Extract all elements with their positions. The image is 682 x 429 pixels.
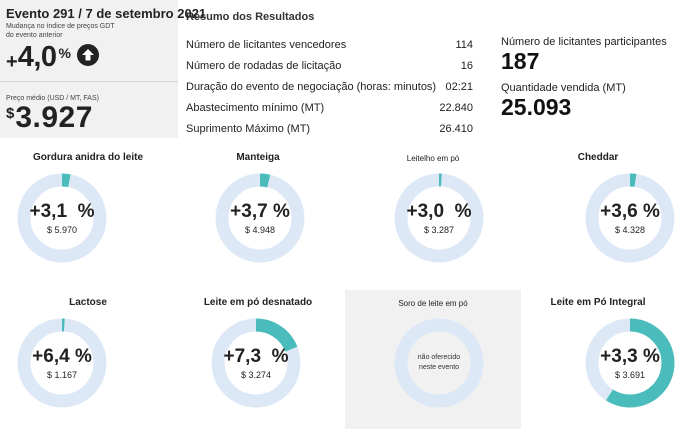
ring-fill: [211, 318, 301, 408]
price-change: +3,1 %: [29, 200, 95, 222]
ring-label: +7,3 % $ 3.274: [206, 313, 306, 413]
summary-row: Número de rodadas de licitação 16: [186, 58, 473, 74]
progress-ring: [585, 173, 675, 263]
product-name: Soro de leite em pó: [398, 299, 468, 308]
product-price: $ 3.287: [423, 224, 455, 235]
product-name: Lactose: [69, 297, 107, 308]
summary-value: 26.410: [439, 123, 473, 135]
product-name: Manteiga: [236, 152, 280, 163]
event-panel: Evento 291 / 7 de setembro 2021 Mudança …: [0, 0, 206, 138]
ring-fill: [215, 173, 305, 263]
summary-label: Suprimento Máximo (MT): [186, 123, 311, 135]
ring-label: +3,7 % $ 4.948: [210, 168, 310, 268]
product-card: Leitelho em pó +3,0 % $ 3.287: [345, 145, 521, 285]
product-card: Leite em pó desnatado +7,3 % $ 3.274: [170, 290, 346, 429]
summary-row: Duração do evento de negociação (horas: …: [186, 79, 473, 95]
ring-label: +3,3 % $ 3.691: [580, 313, 680, 413]
product-card: Gordura anidra do leite +3,1 % $ 5.970: [0, 145, 176, 285]
product-price: $ 3.274: [240, 369, 272, 380]
price-change: +3,3 %: [600, 345, 660, 367]
ring-track: [394, 318, 484, 408]
summary-row: Número de licitantes vencedores 114: [186, 37, 473, 53]
price-change: +7,3 %: [223, 345, 289, 367]
product-card: Cheddar +3,6 % $ 4.328: [510, 145, 682, 285]
ring-label: +6,4 % $ 1.167: [12, 313, 112, 413]
event-title: Evento 291 / 7 de setembro 2021: [6, 6, 207, 21]
price-change: +3,7 %: [230, 200, 290, 222]
summary-label: Duração do evento de negociação (horas: …: [186, 81, 437, 93]
summary-row: Suprimento Máximo (MT) 26.410: [186, 121, 473, 137]
participants-label: Número de licitantes participantes: [501, 36, 667, 48]
summary-label: Número de rodadas de licitação: [186, 60, 342, 72]
progress-ring: [394, 318, 484, 408]
participants-stat: Número de licitantes participantes 187: [501, 36, 667, 75]
progress-ring: [394, 173, 484, 263]
product-price: $ 4.328: [614, 224, 646, 235]
price-value: 3.927: [15, 101, 93, 134]
not-offered-text: não oferecido neste evento: [417, 354, 461, 371]
index-change: + 4,0 %: [6, 41, 99, 74]
ring-label: não oferecido neste evento: [389, 313, 489, 413]
progress-ring: [17, 173, 107, 263]
summary-value: 22.840: [439, 102, 473, 114]
product-card: Leite em Pó Integral +3,3 % $ 3.691: [510, 290, 682, 429]
product-price: $ 5.970: [46, 224, 78, 235]
progress-ring: [211, 318, 301, 408]
ring-fill: [585, 318, 675, 408]
ring-fill: [394, 173, 484, 263]
progress-ring: [215, 173, 305, 263]
summary-label: Número de licitantes vencedores: [186, 39, 347, 51]
price-change: +3,6 %: [600, 200, 660, 222]
progress-ring: [17, 318, 107, 408]
price-label: Preço médio (USD / MT, FAS): [6, 95, 99, 102]
sold-label: Quantidade vendida (MT): [501, 82, 626, 94]
product-card: Soro de leite em pó não oferecido neste e…: [345, 290, 521, 429]
participants-value: 187: [501, 48, 540, 74]
change-label: Mudança no índice de preços GDT do event…: [6, 23, 115, 39]
price-change: +3,0 %: [406, 200, 472, 222]
ring-label: +3,1 % $ 5.970: [12, 168, 112, 268]
product-name: Leite em Pó Integral: [550, 297, 646, 308]
change-sign: +: [6, 51, 18, 73]
summary-title: Resumo dos Resultados: [186, 11, 315, 23]
average-price: $ 3.927: [6, 101, 93, 135]
product-name: Leite em pó desnatado: [203, 297, 313, 308]
product-card: Manteiga +3,7 % $ 4.948: [170, 145, 346, 285]
progress-ring: [585, 318, 675, 408]
product-price: $ 1.167: [46, 369, 78, 380]
ring-label: +3,6 % $ 4.328: [580, 168, 680, 268]
sold-stat: Quantidade vendida (MT) 25.093: [501, 82, 626, 121]
summary-row: Abastecimento mínimo (MT) 22.840: [186, 100, 473, 116]
product-price: $ 4.948: [244, 224, 276, 235]
ring-fill: [17, 318, 107, 408]
arrow-up-icon: [76, 44, 99, 66]
product-card: Lactose +6,4 % $ 1.167: [0, 290, 176, 429]
summary-value: 16: [460, 60, 473, 72]
sold-value: 25.093: [501, 94, 572, 120]
ring-label: +3,0 % $ 3.287: [389, 168, 489, 268]
summary-value: 114: [455, 39, 473, 51]
price-change: +6,4 %: [32, 345, 92, 367]
price-currency: $: [6, 105, 15, 122]
change-value: 4,0: [17, 41, 57, 73]
product-name: Leitelho em pó: [406, 154, 460, 163]
summary-value: 02:21: [445, 81, 473, 93]
ring-fill: [17, 173, 107, 263]
product-price: $ 3.691: [614, 369, 646, 380]
ring-fill: [585, 173, 675, 263]
product-name: Cheddar: [577, 152, 619, 163]
summary-label: Abastecimento mínimo (MT): [186, 102, 325, 114]
change-unit: %: [58, 45, 71, 61]
divider: [0, 81, 178, 82]
product-name: Gordura anidra do leite: [32, 152, 144, 163]
